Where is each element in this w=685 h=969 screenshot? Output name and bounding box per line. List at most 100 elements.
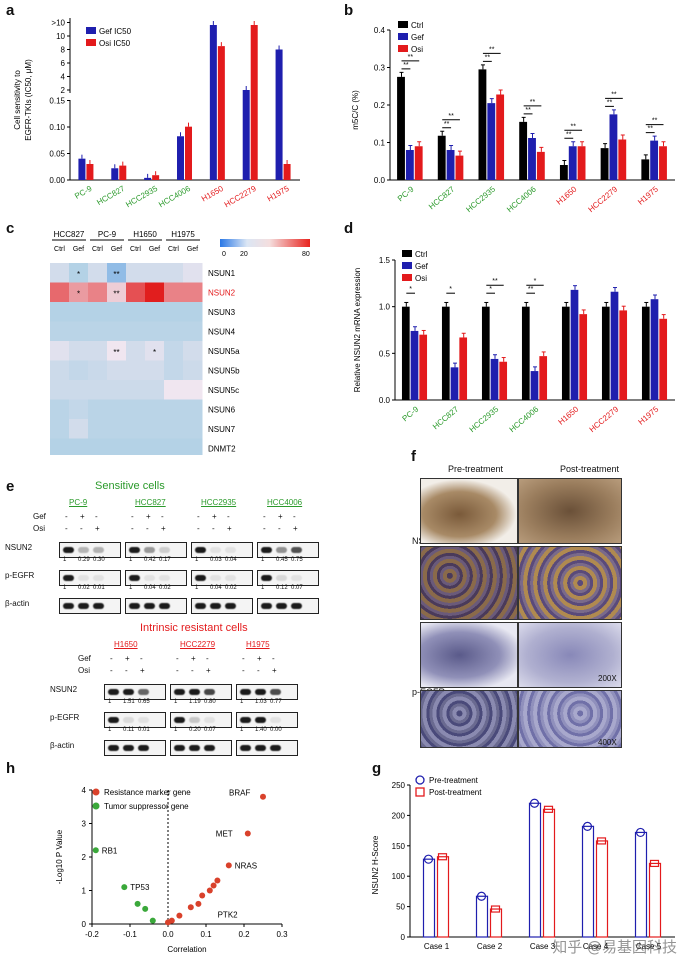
bar xyxy=(489,908,503,938)
panel-label-b: b xyxy=(344,2,354,19)
heatmap-cell xyxy=(145,341,165,361)
y-tick-label: 0.3 xyxy=(374,64,386,73)
bar xyxy=(487,103,496,180)
bar xyxy=(490,358,499,400)
bar xyxy=(242,90,250,180)
blot-band xyxy=(63,575,74,581)
treat-mark: + xyxy=(227,524,232,533)
panel-label-h: h xyxy=(6,760,16,777)
blot-band xyxy=(144,575,155,581)
heatmap-cell xyxy=(183,380,203,400)
blot-band xyxy=(204,689,215,695)
bar xyxy=(618,139,627,180)
y-tick-label: 0.05 xyxy=(49,150,65,159)
blot-band xyxy=(138,689,149,695)
blot-band xyxy=(174,745,185,751)
cell-line-label: HCC827 xyxy=(54,230,85,239)
sig-star: ** xyxy=(113,270,119,279)
blot-band xyxy=(270,689,281,695)
blot-band xyxy=(123,745,134,751)
x-tick-label: Case 5 xyxy=(636,942,662,951)
legend-label: Gef xyxy=(411,33,425,42)
point-suppressor xyxy=(121,884,128,891)
treat-mark: - xyxy=(140,654,143,663)
bar xyxy=(437,135,446,180)
heatmap-cell xyxy=(126,302,146,322)
sig-label: * xyxy=(489,286,492,293)
blot-band xyxy=(63,603,74,609)
heatmap-cell xyxy=(50,419,70,439)
gene-label: NSUN6 xyxy=(208,405,236,414)
heatmap-cell xyxy=(50,399,70,420)
point-resistance xyxy=(187,904,194,911)
bar xyxy=(577,146,586,180)
legend-marker xyxy=(402,262,412,269)
blot-band xyxy=(93,603,104,609)
mag-200x-label: 200X xyxy=(598,674,617,683)
sig-star: * xyxy=(77,270,80,279)
gene-label: NSUN7 xyxy=(208,425,236,434)
quant-value: 1 xyxy=(174,727,178,733)
treat-mark: - xyxy=(263,524,266,533)
heatmap-cell xyxy=(107,282,127,303)
sig-star: * xyxy=(77,289,80,298)
legend-marker xyxy=(86,27,96,34)
quant-value: 0.04 xyxy=(225,557,237,563)
quant-value: 1 xyxy=(174,699,178,705)
legend-label: Osi IC50 xyxy=(99,39,131,48)
treat-mark: - xyxy=(206,654,209,663)
blot-box xyxy=(191,598,253,614)
heatmap-cell xyxy=(164,302,184,322)
bar xyxy=(650,299,659,400)
marker-pre xyxy=(529,798,540,808)
sig-label: ** xyxy=(652,118,658,125)
bar xyxy=(528,802,542,938)
blot-band xyxy=(225,575,236,581)
sig-label: ** xyxy=(607,99,613,106)
blot-band xyxy=(210,547,221,553)
heatmap-cell xyxy=(88,399,108,420)
heatmap-cell xyxy=(107,419,127,439)
panel-label-e: e xyxy=(6,478,15,495)
color-scale xyxy=(220,239,310,247)
blot-box xyxy=(236,684,298,700)
cell-line-label: HCC2935 xyxy=(201,498,237,507)
bar xyxy=(450,367,459,400)
treat-mark: - xyxy=(110,666,113,675)
col-label-pre: Pre-treatment xyxy=(448,464,504,474)
blot-band xyxy=(261,575,272,581)
heatmap-cell xyxy=(50,321,70,342)
treat-mark: - xyxy=(131,512,134,521)
heatmap-cell xyxy=(88,263,108,283)
blot-band xyxy=(78,547,89,553)
point-resistance xyxy=(214,877,221,884)
x-tick-label: H1650 xyxy=(556,404,580,426)
blot-band xyxy=(93,575,104,581)
y-axis-label: EGFR-TKIs (IC50, μM) xyxy=(24,59,33,141)
heatmap-cell xyxy=(88,341,108,361)
quant-value: 1.51 xyxy=(123,699,135,705)
blot-band xyxy=(189,717,200,723)
blot-band xyxy=(174,689,185,695)
blot-band xyxy=(129,575,140,581)
bar xyxy=(648,862,662,938)
y-tick-label: >10 xyxy=(51,19,65,28)
blot-band xyxy=(291,547,302,553)
row-label: Gef xyxy=(33,512,46,521)
y-tick-label: 0.5 xyxy=(379,349,391,358)
x-tick-label: H1650 xyxy=(555,184,579,206)
blot-band xyxy=(270,745,281,751)
scale-tick: 80 xyxy=(302,251,310,258)
bar xyxy=(111,168,119,180)
blot-band xyxy=(63,547,74,553)
quant-value: 1 xyxy=(240,727,244,733)
bar xyxy=(397,76,405,180)
bar xyxy=(283,164,291,180)
blot-band xyxy=(123,689,134,695)
x-tick-label: Case 4 xyxy=(583,942,609,951)
quant-value: 0.42 xyxy=(144,557,156,563)
treat-mark: - xyxy=(272,654,275,663)
bar xyxy=(459,337,468,400)
marker-post xyxy=(649,859,660,868)
legend-marker xyxy=(402,250,412,257)
